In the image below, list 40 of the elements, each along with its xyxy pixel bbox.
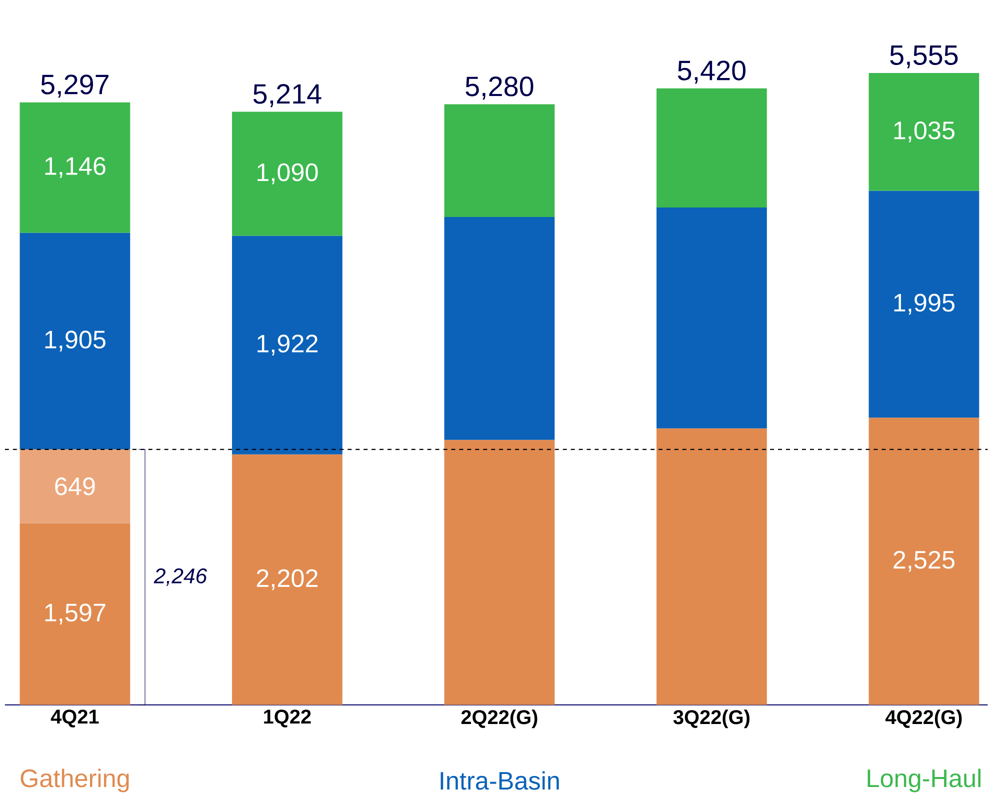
bar: [20, 449, 130, 524]
bar: [444, 104, 555, 218]
data-label: 1,922: [258, 334, 318, 356]
bar: [20, 232, 130, 450]
annotation: 2,246: [154, 568, 208, 586]
bar: [868, 190, 980, 418]
text: Gathering: [20, 768, 129, 792]
x-tick-label: 2Q22(G): [461, 710, 538, 728]
data-label: 1,090: [258, 163, 318, 184]
text: Intra-Basin: [440, 771, 559, 790]
data-label: 1,995: [894, 294, 954, 315]
bar: [20, 523, 130, 705]
total-label: 5,297: [41, 74, 108, 98]
total-label: 5,214: [253, 84, 322, 108]
bar: [232, 112, 342, 236]
bar: [656, 428, 767, 705]
text: Long-Haul: [868, 768, 980, 792]
data-label: 2,202: [256, 569, 318, 590]
bar: [20, 102, 130, 233]
data-label: 1,146: [45, 157, 106, 178]
x-tick-label: 4Q21: [50, 710, 99, 728]
bar: [656, 208, 767, 428]
bar: [868, 73, 980, 191]
bar: [232, 454, 342, 705]
bar: [444, 440, 555, 705]
data-label: 649: [55, 477, 95, 496]
bar: [232, 236, 342, 454]
data-label: 1,905: [45, 330, 106, 352]
total-label: 5,280: [466, 76, 534, 100]
bar: [444, 217, 555, 440]
total-label: 5,555: [890, 46, 958, 68]
data-label: 2,525: [894, 550, 954, 572]
bar: [868, 418, 980, 705]
x-tick-label: 3Q22(G): [673, 710, 750, 728]
total-label: 5,420: [678, 60, 746, 84]
x-tick-label: 4Q22(G): [885, 710, 962, 728]
x-tick-label: 1Q22: [264, 710, 311, 728]
data-label: 1,035: [894, 122, 954, 142]
data-label: 1,597: [45, 604, 106, 625]
bar: [656, 88, 767, 208]
